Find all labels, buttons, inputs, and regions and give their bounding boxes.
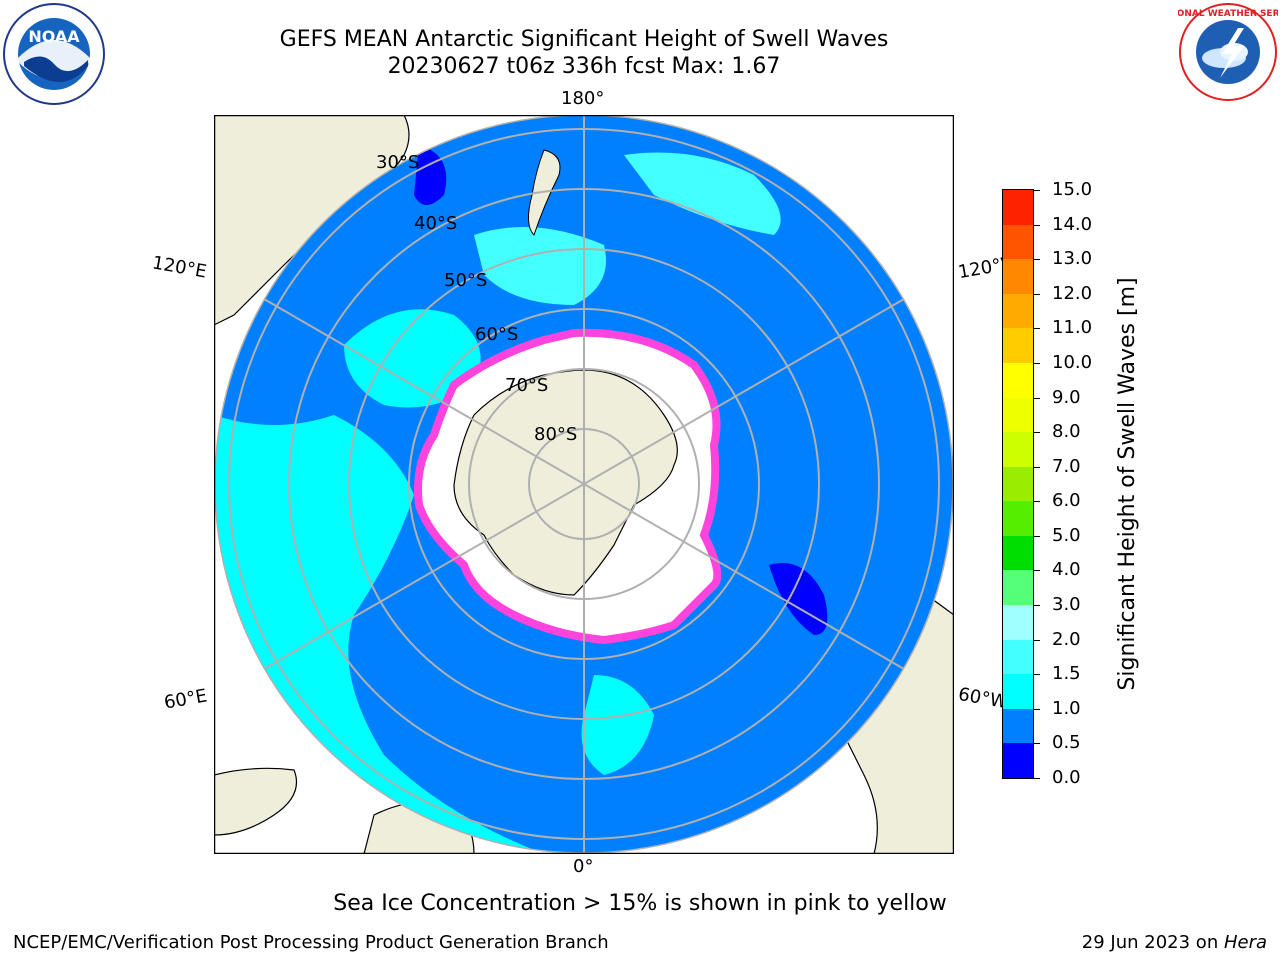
lon-label-120e: 120°E — [150, 252, 209, 283]
colorbar-tick-mark — [1034, 293, 1040, 295]
lon-label-0: 0° — [573, 856, 594, 877]
colorbar-segment — [1003, 466, 1033, 502]
colorbar-tick-label: 1.5 — [1052, 663, 1081, 685]
colorbar-tick-mark — [1034, 362, 1040, 364]
colorbar-tick-label: 1.0 — [1052, 697, 1081, 719]
lat-label-60s: 60°S — [475, 324, 519, 345]
swell-patch-pacific — [624, 152, 781, 235]
colorbar-segment — [1003, 535, 1033, 571]
colorbar-tick-label: 0.0 — [1052, 767, 1081, 788]
footer-date-text: 29 Jun 2023 on — [1081, 932, 1224, 953]
colorbar-tick-label: 4.0 — [1052, 559, 1081, 581]
footer-date: 29 Jun 2023 on Hera — [1082, 932, 1267, 954]
colorbar-tick-mark — [1034, 397, 1040, 399]
colorbar-segment — [1003, 431, 1033, 467]
madagascar-land — [214, 767, 298, 836]
swell-patch-south-aus — [344, 309, 481, 408]
colorbar-tick-mark — [1034, 708, 1040, 710]
colorbar-tick-label: 8.0 — [1052, 421, 1081, 443]
colorbar-segment — [1003, 742, 1033, 778]
lat-label-50s: 50°S — [444, 270, 488, 291]
colorbar-tick-label: 14.0 — [1052, 213, 1093, 235]
colorbar-tick-mark — [1034, 224, 1040, 226]
colorbar-segment — [1003, 258, 1033, 294]
colorbar-tick-label: 6.0 — [1052, 490, 1081, 512]
swell-patch-atlantic — [581, 675, 654, 775]
colorbar-segment — [1003, 397, 1033, 433]
noaa-logo: NOAA — [3, 3, 105, 105]
colorbar-tick-mark — [1034, 605, 1040, 607]
lat-label-80s: 80°S — [534, 424, 578, 445]
colorbar-tick-mark — [1034, 432, 1040, 434]
colorbar-segment — [1003, 639, 1033, 675]
colorbar-tick-mark — [1034, 570, 1040, 572]
noaa-logo-text: NOAA — [28, 27, 80, 46]
footer-credit: NCEP/EMC/Verification Post Processing Pr… — [13, 932, 609, 953]
colorbar-label: Significant Height of Swell Waves [m] — [1115, 277, 1140, 691]
colorbar-tick-label: 13.0 — [1052, 248, 1093, 270]
colorbar-tick-label: 12.0 — [1052, 282, 1093, 304]
lon-label-180: 180° — [561, 88, 605, 109]
colorbar-tick-mark — [1034, 501, 1040, 503]
swell-patch-tasman — [474, 227, 606, 305]
colorbar-tick-label: 2.0 — [1052, 628, 1081, 650]
colorbar-tick-mark — [1034, 674, 1040, 676]
colorbar-tick-label: 10.0 — [1052, 351, 1093, 373]
colorbar-tick-mark — [1034, 639, 1040, 641]
colorbar-tick-label: 3.0 — [1052, 594, 1081, 616]
colorbar-segment — [1003, 673, 1033, 709]
colorbar-segment — [1003, 708, 1033, 744]
chart-subtitle: 20230627 t06z 336h fcst Max: 1.67 — [387, 54, 781, 79]
colorbar-segment — [1003, 569, 1033, 606]
colorbar-tick-label: 0.5 — [1052, 732, 1081, 754]
nws-logo-text: NATIONAL WEATHER SERVICE — [1178, 9, 1278, 19]
colorbar-tick-mark — [1034, 259, 1040, 261]
antarctica-land — [453, 369, 678, 596]
footer-host: Hera — [1223, 932, 1267, 953]
colorbar-segment — [1003, 500, 1033, 536]
sea-ice-note: Sea Ice Concentration > 15% is shown in … — [333, 891, 947, 916]
colorbar-tick-mark — [1034, 328, 1040, 330]
colorbar-tick-label: 11.0 — [1052, 317, 1093, 339]
colorbar-segment — [1003, 327, 1033, 363]
colorbar-segment — [1003, 604, 1033, 640]
colorbar-tick-mark — [1034, 535, 1040, 537]
colorbar-tick-label: 9.0 — [1052, 386, 1081, 408]
colorbar-segment — [1003, 362, 1033, 398]
colorbar-tick-mark — [1034, 743, 1040, 745]
lat-label-70s: 70°S — [505, 375, 549, 396]
lat-label-40s: 40°S — [414, 213, 458, 234]
longitude-lines — [263, 115, 905, 853]
map-frame — [214, 115, 954, 854]
colorbar-tick-label: 15.0 — [1052, 179, 1093, 200]
colorbar-tick-mark — [1034, 190, 1040, 191]
colorbar-segment — [1003, 224, 1033, 260]
colorbar-segment — [1003, 293, 1033, 329]
nws-logo: NATIONAL WEATHER SERVICE — [1178, 3, 1278, 101]
lon-label-60e: 60°E — [162, 685, 209, 714]
colorbar-tick-label: 7.0 — [1052, 455, 1081, 477]
lat-label-30s: 30°S — [376, 152, 420, 173]
antarctic-swell-map — [214, 115, 954, 854]
colorbar-tick-label: 5.0 — [1052, 524, 1081, 546]
colorbar-segment — [1003, 189, 1033, 225]
colorbar — [1002, 189, 1034, 779]
chart-title: GEFS MEAN Antarctic Significant Height o… — [279, 27, 889, 52]
colorbar-tick-mark — [1034, 466, 1040, 468]
colorbar-tick-mark — [1034, 778, 1040, 779]
